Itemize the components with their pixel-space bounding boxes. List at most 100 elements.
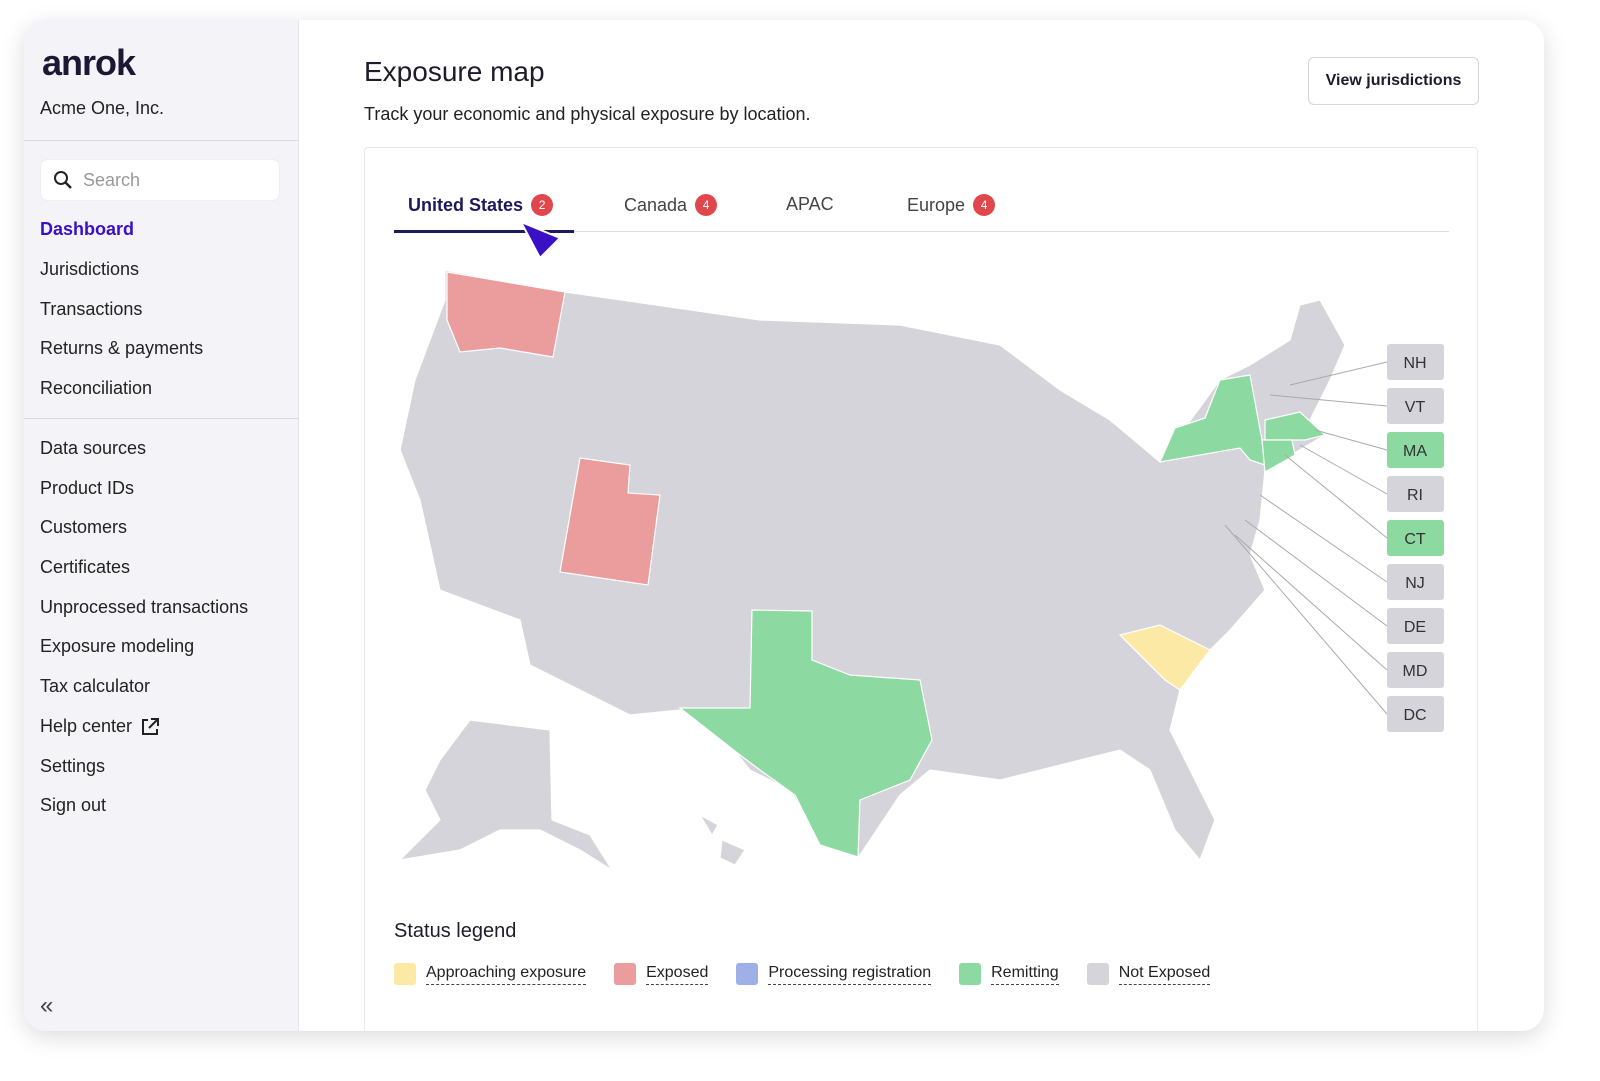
page-subtitle: Track your economic and physical exposur… — [364, 104, 811, 124]
tab-badge: 4 — [973, 194, 996, 216]
collapse-sidebar-icon[interactable]: « — [40, 992, 54, 1019]
legend-item[interactable]: Approaching exposure — [394, 963, 587, 985]
tab-europe[interactable]: Europe 4 — [907, 194, 996, 216]
nav-customers[interactable]: Customers — [40, 517, 128, 537]
legend-item[interactable]: Remitting — [959, 963, 1059, 985]
nav-returns-payments[interactable]: Returns & payments — [40, 338, 204, 358]
nav-reconciliation[interactable]: Reconciliation — [40, 378, 153, 398]
search-placeholder: Search — [83, 169, 141, 190]
tab-label: APAC — [786, 194, 834, 214]
leader-line — [1299, 444, 1388, 495]
state-chip-ma[interactable] — [1387, 432, 1444, 468]
legend-swatch — [394, 963, 416, 985]
state-sc[interactable] — [1118, 624, 1211, 691]
nav-data-sources[interactable]: Data sources — [40, 438, 147, 458]
map-card: United States 2 Canada 4 APAC Europe 4 Stat… — [364, 147, 1478, 1031]
legend-label: Processing registration — [768, 964, 932, 985]
leader-line — [1234, 534, 1388, 671]
legend-swatch — [736, 963, 759, 985]
nav-tax-calculator[interactable]: Tax calculator — [40, 676, 151, 696]
state-tx[interactable] — [678, 609, 933, 858]
tab-label: Europe — [907, 194, 966, 215]
status-legend: Approaching exposure Exposed Processing … — [394, 963, 1211, 985]
sidebar: anrok Acme One, Inc. Search Dashboard Ju… — [24, 20, 299, 1031]
help-center-label: Help center — [40, 716, 133, 736]
legend-label: Not Exposed — [1118, 964, 1211, 985]
leader-line — [1269, 394, 1388, 407]
app-window: anrok Acme One, Inc. Search Dashboard Ju… — [24, 20, 1544, 1031]
main-content: Exposure map Track your economic and phy… — [300, 20, 1544, 1031]
search-icon — [54, 171, 72, 189]
external-link-icon — [142, 717, 160, 735]
search-input[interactable]: Search — [40, 159, 280, 201]
nav-exposure-modeling[interactable]: Exposure modeling — [40, 636, 195, 656]
tab-badge: 2 — [531, 194, 554, 216]
state-chip-label: NJ — [1405, 575, 1425, 592]
state-ut[interactable] — [559, 457, 661, 586]
legend-title: Status legend — [394, 920, 517, 942]
state-ct[interactable] — [1261, 439, 1296, 473]
org-name: Acme One, Inc. — [40, 98, 165, 118]
tab-apac[interactable]: APAC — [786, 194, 834, 215]
active-tab-indicator — [394, 230, 574, 233]
nav-sign-out[interactable]: Sign out — [40, 795, 107, 815]
leader-line — [1314, 429, 1388, 451]
region-tabs: United States 2 Canada 4 APAC Europe 4 — [394, 188, 1449, 233]
divider — [24, 140, 299, 141]
state-chip-ri[interactable] — [1387, 476, 1444, 512]
state-ny[interactable] — [1158, 374, 1266, 466]
state-chip-label: RI — [1407, 487, 1423, 504]
page-title: Exposure map — [364, 56, 545, 87]
nav-transactions[interactable]: Transactions — [40, 299, 143, 319]
legend-item[interactable]: Exposed — [614, 963, 709, 985]
legend-label: Exposed — [646, 964, 709, 985]
cursor-pointer-icon — [518, 220, 562, 260]
state-chip-label: MA — [1403, 443, 1427, 460]
tab-label: United States — [408, 194, 524, 215]
legend-label: Remitting — [991, 964, 1059, 985]
hawaii — [698, 813, 746, 866]
state-chip-label: DC — [1403, 707, 1426, 724]
state-chip-label: MD — [1403, 663, 1428, 680]
legend-swatch — [614, 963, 637, 985]
leader-line — [1259, 494, 1388, 583]
state-chip-nj[interactable] — [1387, 564, 1444, 600]
tab-badge: 4 — [695, 194, 718, 216]
nav-product-ids[interactable]: Product IDs — [40, 478, 135, 498]
leader-line — [1224, 524, 1388, 715]
nav-dashboard[interactable]: Dashboard — [40, 219, 135, 239]
us-mainland — [399, 269, 1346, 862]
state-chip-dc[interactable] — [1387, 696, 1444, 732]
legend-item[interactable]: Processing registration — [736, 963, 932, 985]
state-ma[interactable] — [1264, 411, 1327, 441]
nav-help-center[interactable]: Help center — [40, 716, 160, 737]
state-chip-label: DE — [1404, 619, 1426, 636]
state-chip-nh[interactable] — [1387, 344, 1444, 380]
leader-line — [1289, 361, 1388, 386]
tab-canada[interactable]: Canada 4 — [624, 194, 718, 216]
alaska — [398, 719, 613, 871]
view-jurisdictions-button[interactable]: View jurisdictions — [1308, 57, 1479, 105]
state-chip-label: VT — [1405, 399, 1426, 416]
state-wa[interactable] — [446, 271, 566, 358]
state-chip-ct[interactable] — [1387, 520, 1444, 556]
state-chip-label: NH — [1403, 355, 1426, 372]
legend-item[interactable]: Not Exposed — [1086, 963, 1211, 985]
leader-line — [1244, 519, 1388, 627]
state-chip-vt[interactable] — [1387, 388, 1444, 424]
tab-label: Canada — [624, 194, 688, 215]
state-chip-md[interactable] — [1387, 652, 1444, 688]
legend-label: Approaching exposure — [426, 964, 587, 985]
nav-certificates[interactable]: Certificates — [40, 557, 131, 577]
state-chip-label: CT — [1404, 531, 1426, 548]
nav-unprocessed-transactions[interactable]: Unprocessed transactions — [40, 597, 249, 617]
tab-united-states[interactable]: United States 2 — [408, 194, 554, 216]
state-chip-de[interactable] — [1387, 608, 1444, 644]
nav-settings[interactable]: Settings — [40, 756, 106, 776]
legend-swatch — [959, 963, 982, 985]
logo: anrok — [42, 42, 136, 83]
legend-swatch — [1086, 963, 1109, 985]
nav-jurisdictions[interactable]: Jurisdictions — [40, 259, 140, 279]
leader-line — [1284, 454, 1388, 539]
